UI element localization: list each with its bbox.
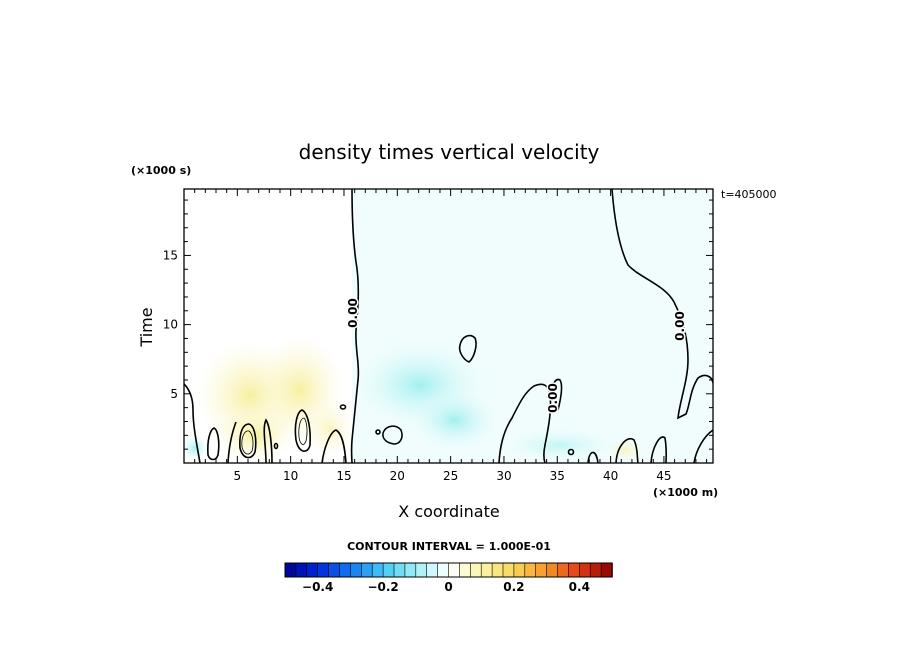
contour-west-ridge bbox=[184, 383, 347, 463]
x-tick-label: 20 bbox=[390, 469, 405, 483]
positive-contours bbox=[241, 417, 308, 455]
contour-dot-b bbox=[375, 429, 381, 435]
colorbar-cell bbox=[459, 562, 472, 578]
y-tick-label: 15 bbox=[163, 248, 178, 262]
x-tick-label: 35 bbox=[550, 469, 565, 483]
y-axis-label: Time bbox=[137, 307, 156, 347]
colorbar-cell bbox=[306, 562, 319, 578]
colorbar-cell bbox=[382, 562, 395, 578]
colorbar-cell bbox=[480, 562, 493, 578]
colorbar-cell bbox=[350, 562, 363, 578]
plot-frame bbox=[183, 188, 714, 464]
contour-loop-1 bbox=[207, 427, 220, 461]
contour-main-east bbox=[611, 189, 713, 420]
colorbar-cell bbox=[295, 562, 308, 578]
y-tick-label: 5 bbox=[170, 387, 178, 401]
zero-contours bbox=[184, 189, 713, 463]
colorbar-cell bbox=[491, 562, 504, 578]
colorbar-cell bbox=[448, 562, 461, 578]
x-unit-label: (×1000 m) bbox=[653, 486, 718, 499]
plot-field: 0.00 0.00 0.00 bbox=[184, 189, 713, 463]
colorbar-cell bbox=[589, 562, 602, 578]
colorbar-cell bbox=[415, 562, 428, 578]
colorbar-cell bbox=[371, 562, 384, 578]
axis-ticks: 5 10 15 20 25 30 35 40 45 5 10 15 bbox=[163, 189, 713, 483]
contour-east-loop-b bbox=[551, 378, 563, 411]
colorbar-tick-label: 0.4 bbox=[569, 580, 590, 594]
negative-edge-west bbox=[184, 434, 209, 462]
x-tick-label: 10 bbox=[283, 469, 298, 483]
contour-main-west bbox=[350, 189, 360, 463]
colorbar-tick-label: −0.4 bbox=[302, 580, 333, 594]
contour-loop-3 bbox=[294, 409, 311, 452]
x-tick-label: 15 bbox=[336, 469, 351, 483]
contour-east-loop bbox=[498, 383, 552, 463]
colorbar-tick-label: 0.2 bbox=[503, 580, 524, 594]
y-unit-label: (×1000 s) bbox=[131, 164, 191, 177]
x-tick-label: 30 bbox=[496, 469, 511, 483]
colorbar-cell bbox=[513, 562, 526, 578]
colorbar-frame bbox=[284, 562, 613, 578]
colorbar: −0.4 −0.2 0 0.2 0.4 bbox=[284, 562, 613, 594]
colorbar-tick-label: −0.2 bbox=[367, 580, 398, 594]
colorbar-cell bbox=[404, 562, 417, 578]
x-tick-label: 25 bbox=[443, 469, 458, 483]
contour-dot-a bbox=[339, 404, 347, 410]
contour-label-west: 0.00 bbox=[346, 298, 360, 328]
positive-region-d bbox=[305, 402, 355, 458]
colorbar-cell bbox=[426, 562, 439, 578]
colorbar-cell bbox=[284, 562, 297, 578]
colorbar-tick-label: 0 bbox=[444, 580, 452, 594]
colorbar-cell bbox=[557, 562, 570, 578]
x-axis-label: X coordinate bbox=[398, 502, 499, 521]
positive-contour-2 bbox=[298, 417, 308, 445]
colorbar-cell bbox=[535, 562, 548, 578]
colorbar-cell bbox=[578, 562, 591, 578]
colorbar-cell bbox=[546, 562, 559, 578]
colorbar-cell bbox=[339, 562, 352, 578]
colorbar-cell bbox=[393, 562, 406, 578]
colorbar-cell bbox=[328, 562, 341, 578]
negative-core-b bbox=[410, 388, 500, 452]
contour-label-east: 0.00 bbox=[673, 311, 687, 341]
contour-blob-b bbox=[382, 425, 403, 445]
y-tick-label: 10 bbox=[163, 318, 178, 332]
x-tick-label: 40 bbox=[603, 469, 618, 483]
contour-dot-d bbox=[567, 448, 575, 456]
colorbar-cell bbox=[317, 562, 330, 578]
positive-spot-east bbox=[607, 438, 643, 462]
contour-dot-c bbox=[273, 442, 279, 450]
colorbar-cell bbox=[568, 562, 581, 578]
contour-interval-text: CONTOUR INTERVAL = 1.000E-01 bbox=[347, 540, 551, 553]
contour-blob-a bbox=[458, 334, 477, 363]
negative-core-c bbox=[500, 427, 620, 463]
colorbar-cell bbox=[360, 562, 373, 578]
time-stamp: t=405000 bbox=[721, 188, 777, 201]
colorbar-cell bbox=[502, 562, 515, 578]
colorbar-cell bbox=[600, 562, 613, 578]
contour-east-bumps bbox=[587, 429, 713, 463]
contour-loop-2 bbox=[239, 423, 257, 459]
colorbar-cell bbox=[469, 562, 482, 578]
x-tick-label: 45 bbox=[656, 469, 671, 483]
colorbar-cell bbox=[437, 562, 450, 578]
colorbar-cell bbox=[524, 562, 537, 578]
x-tick-label: 5 bbox=[234, 469, 242, 483]
positive-contour-1 bbox=[241, 430, 254, 455]
chart-title: density times vertical velocity bbox=[299, 140, 600, 164]
contour-label-mid: 0.00 bbox=[546, 383, 560, 413]
